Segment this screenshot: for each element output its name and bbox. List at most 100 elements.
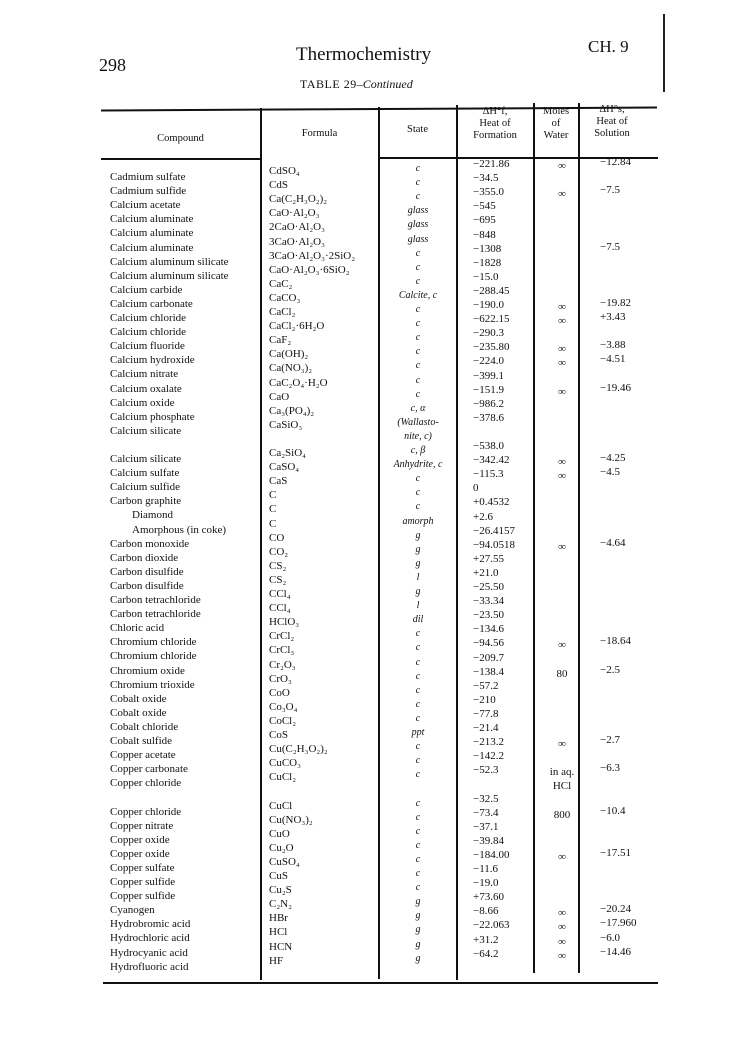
table-cell-formula: HF — [269, 954, 284, 967]
table-cell-compound: Calcium oxalate — [110, 382, 182, 395]
table-cell-state: c — [415, 473, 421, 485]
table-cell-state: l — [416, 571, 420, 583]
table-cell-state: c — [415, 163, 421, 174]
table-cell-heat-solution: −2.5 — [600, 663, 620, 676]
header-line: Moles — [542, 106, 570, 117]
table-cell-compound: Carbon disulfide — [110, 565, 184, 578]
chapter-label: CH. 9 — [588, 37, 629, 56]
table-cell-compound: Calcium phosphate — [110, 410, 195, 423]
header-line: Heat of — [596, 116, 628, 127]
table-cell-heat-solution: −19.82 — [600, 297, 631, 309]
table-cell-formula: CoS — [269, 729, 288, 741]
table-cell-moles-water: ∞ — [558, 470, 566, 483]
header-line: of — [551, 118, 561, 129]
table-cell-moles-water: 80 — [556, 667, 568, 680]
table-cell-heat-solution: −17.960 — [600, 917, 637, 930]
table-cell-heat-formation: −19.0 — [473, 877, 499, 890]
table-cell-formula: Ca(OH)₂ — [269, 348, 309, 361]
header-state: State — [407, 124, 428, 135]
header-rule-right — [378, 157, 658, 159]
table-cell-heat-formation: −221.86 — [473, 158, 510, 170]
column-divider — [260, 108, 262, 980]
table-cell-moles-water: ∞ — [558, 935, 566, 948]
table-cell-state: c — [415, 177, 421, 189]
column-divider — [378, 107, 380, 979]
table-cell-moles-water: ∞ — [558, 738, 566, 751]
header-rule — [101, 158, 261, 160]
table-cell-heat-formation: −34.5 — [473, 172, 499, 185]
table-cell-formula: CaF₂ — [269, 334, 292, 347]
table-cell-compound: Copper sulfide — [110, 876, 176, 888]
table-cell-formula: C — [269, 503, 277, 516]
table-cell-heat-formation: −134.6 — [473, 623, 504, 636]
table-cell-state: c — [415, 698, 421, 710]
table-cell-compound: Calcium sulfide — [110, 481, 180, 494]
table-cell-heat-solution: −18.64 — [600, 635, 631, 648]
table-cell-formula: CaO — [269, 390, 290, 403]
table-cell-heat-formation: −57.2 — [473, 679, 499, 692]
table-caption-continued: –Continued — [356, 77, 413, 91]
table-cell-moles-water: ∞ — [558, 907, 566, 920]
table-cell-state: c — [415, 374, 421, 386]
column-divider — [533, 103, 535, 973]
table-cell-heat-solution: −7.5 — [600, 240, 620, 253]
column-divider — [456, 105, 458, 980]
table-cell-formula: CaSiO₃ — [269, 418, 303, 431]
table-cell-formula: CaCl₂ — [269, 306, 296, 318]
table-cell-moles-water: ∞ — [558, 160, 566, 172]
table-cell-state: Anhydrite, c — [393, 459, 443, 471]
table-cell-state: c — [415, 712, 421, 724]
table-cell-formula: Cu(C₂H₃O₂)₂ — [269, 743, 328, 756]
table-cell-heat-formation: −151.9 — [473, 383, 504, 396]
table-cell-formula: CuCl — [269, 799, 293, 812]
table-cell-compound: Hydrocyanic acid — [110, 946, 188, 959]
table-cell-state: g — [415, 924, 421, 936]
scan-edge-line — [663, 14, 665, 92]
table-cell-heat-formation: −622.15 — [473, 313, 510, 326]
table-cell-heat-formation: −115.3 — [473, 468, 504, 481]
table-cell-heat-solution: −4.51 — [600, 353, 626, 366]
table-cell-heat-solution: −2.7 — [600, 734, 620, 747]
table-cell-compound: Carbon disulfide — [110, 579, 184, 592]
table-cell-state: glass — [407, 219, 429, 231]
table-cell-state: g — [415, 543, 421, 555]
table-cell-compound: Copper chloride — [110, 777, 182, 790]
table-cell-moles-water: ∞ — [558, 385, 566, 398]
table-cell-compound: Cobalt oxide — [110, 706, 167, 719]
table-cell-formula: CuCl₂ — [269, 771, 297, 784]
table-cell-formula: CO — [269, 531, 285, 544]
table-cell-formula: CoO — [269, 686, 290, 699]
table-cell-state: c — [415, 755, 421, 767]
table-cell-compound: Copper oxide — [110, 833, 170, 846]
table-cell-formula: CaO·Al₂O₃ — [269, 207, 320, 220]
table-cell-compound: Chromium chloride — [110, 636, 197, 649]
running-title: Thermochemistry — [296, 44, 432, 65]
table-cell-compound: Copper carbonate — [110, 763, 188, 776]
table-cell-state: c — [415, 346, 421, 358]
table-cell-moles-water: ∞ — [558, 456, 566, 469]
table-cell-heat-formation: −986.2 — [473, 397, 504, 410]
table-cell-state: c — [415, 261, 421, 273]
table-cell-state: c — [415, 684, 421, 696]
table-cell-formula: C — [269, 489, 277, 502]
header-moles-of-water: Moles of Water — [534, 106, 578, 142]
table-cell-state: c — [415, 839, 421, 851]
table-cell-moles-water: ∞ — [558, 343, 566, 356]
table-cell-state: c — [415, 670, 421, 682]
table-cell-compound: Calcium aluminate — [110, 213, 194, 226]
table-cell-compound: Copper acetate — [110, 749, 176, 762]
table-cell-state: (Wallasto- — [397, 416, 439, 428]
page-number: 298 — [99, 55, 126, 75]
table-cell-heat-formation: +2.6 — [473, 510, 493, 523]
table-cell-state: c — [415, 882, 421, 894]
table-cell-formula: CaS — [269, 475, 288, 488]
table-cell-formula: CrCl₂ — [269, 630, 295, 643]
table-cell-heat-formation: −21.4 — [473, 722, 499, 734]
table-cell-formula: CaC₂ — [269, 277, 293, 290]
table-cell-formula: CuSO₄ — [269, 855, 300, 868]
table-cell-formula: Ca(C₂H₃O₂)₂ — [269, 193, 328, 206]
table-cell-heat-solution: −12.84 — [600, 156, 631, 168]
table-cell-formula: CuS — [269, 870, 288, 882]
table-cell-heat-formation: −190.0 — [473, 299, 504, 311]
table-cell-state: c, α — [410, 402, 426, 414]
